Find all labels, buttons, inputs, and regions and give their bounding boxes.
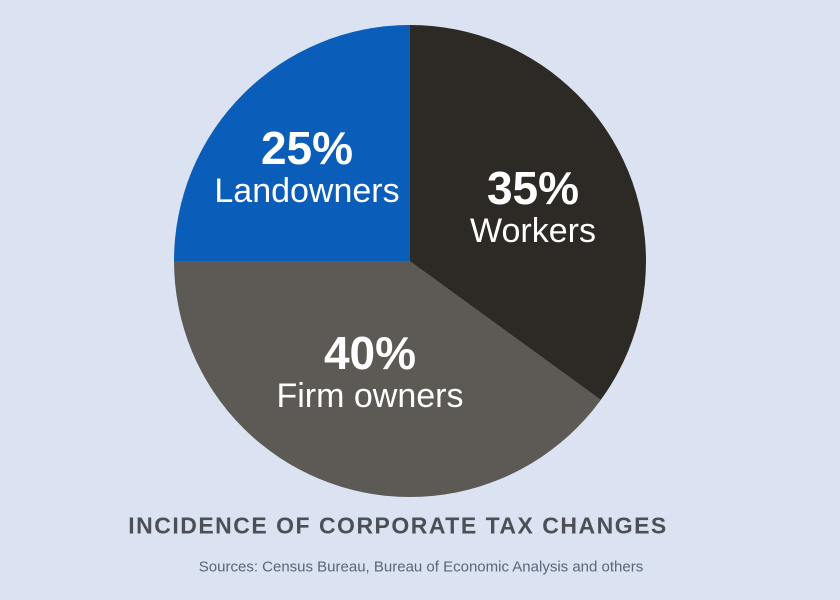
source-note: Sources: Census Bureau, Bureau of Econom… <box>198 558 644 576</box>
firm-owners-percentage: 40% <box>323 327 417 379</box>
slice-label-firm-owners: 40% Firm owners <box>276 327 464 417</box>
landowners-percentage: 25% <box>260 122 354 174</box>
slice-label-workers: 35% Workers <box>470 162 596 252</box>
pie-chart <box>174 25 646 497</box>
workers-percentage: 35% <box>486 162 580 214</box>
landowners-name: Landowners <box>214 172 400 210</box>
chart-title: INCIDENCE OF CORPORATE TAX CHANGES <box>128 512 668 539</box>
firm-owners-name: Firm owners <box>276 377 464 415</box>
slice-label-landowners: 25% Landowners <box>214 122 400 212</box>
workers-name: Workers <box>470 212 596 250</box>
